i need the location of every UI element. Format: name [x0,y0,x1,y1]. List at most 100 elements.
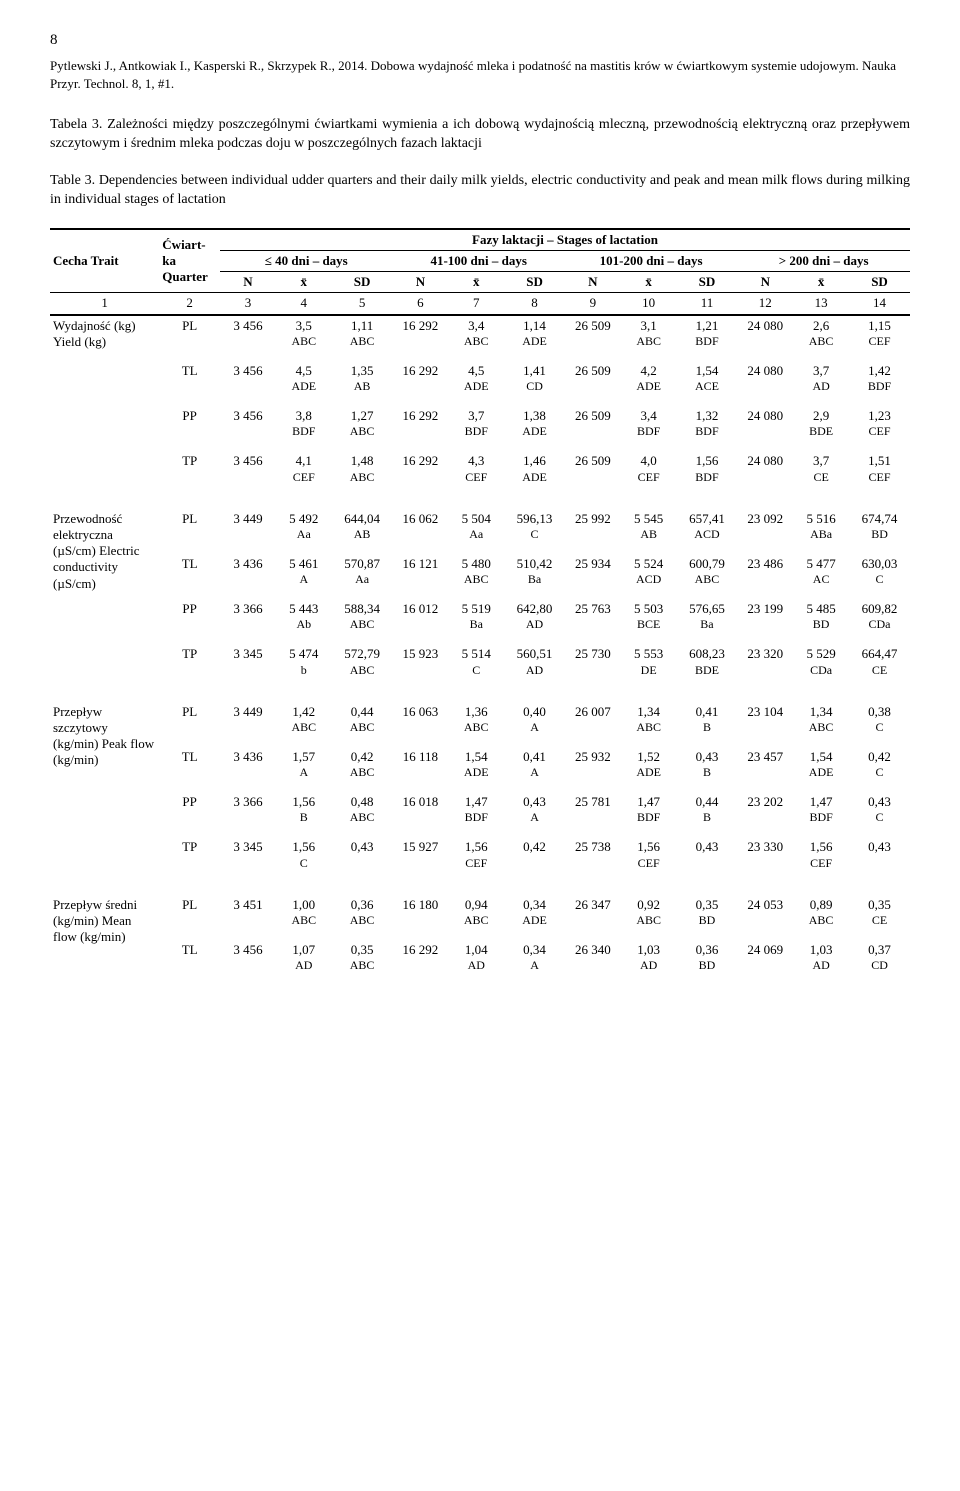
data-cell: 0,35ABC [332,940,393,975]
head-N: N [392,272,448,293]
data-cell: 3,7BDF [448,406,504,441]
data-cell: 3 366 [220,792,276,827]
head-g3: 101-200 dni – days [565,250,737,271]
data-cell: 16 180 [392,895,448,930]
trait-label: Wydajność (kg) Yield (kg) [50,315,159,487]
quarter-cell: PL [159,895,220,930]
data-cell: 23 092 [737,509,793,544]
data-cell: 16 292 [392,940,448,975]
data-cell: 3 456 [220,406,276,441]
data-cell: 600,79ABC [677,554,738,589]
data-cell: 1,07AD [276,940,332,975]
data-cell: 3,4ABC [448,315,504,351]
data-cell: 25 992 [565,509,621,544]
data-cell: 16 292 [392,361,448,396]
data-cell: 0,38C [849,702,910,737]
data-cell: 1,00ABC [276,895,332,930]
data-cell: 26 509 [565,406,621,441]
data-cell: 1,48ABC [332,451,393,486]
data-cell: 4,0CEF [621,451,677,486]
data-cell: 0,92ABC [621,895,677,930]
table-row: PP3 3665 443Ab588,34ABC16 0125 519Ba642,… [50,599,910,634]
data-cell: 0,44ABC [332,702,393,737]
data-cell: 2,9BDE [793,406,849,441]
data-cell: 5 553DE [621,644,677,679]
data-cell: 1,23CEF [849,406,910,441]
data-cell: 0,43 [849,837,910,872]
data-cell: 0,94ABC [448,895,504,930]
data-cell: 1,03AD [793,940,849,975]
data-cell: 588,34ABC [332,599,393,634]
data-cell: 25 934 [565,554,621,589]
data-cell: 24 080 [737,315,793,351]
data-cell: 644,04AB [332,509,393,544]
data-cell: 1,32BDF [677,406,738,441]
data-cell: 1,42ABC [276,702,332,737]
col-number: 10 [621,293,677,315]
data-cell: 3 436 [220,747,276,782]
data-cell: 1,27ABC [332,406,393,441]
data-cell: 1,46ADE [504,451,565,486]
table-row: TP3 4564,1CEF1,48ABC16 2924,3CEF1,46ADE2… [50,451,910,486]
data-cell: 26 509 [565,361,621,396]
col-number: 1 [50,293,159,315]
quarter-cell: PP [159,406,220,441]
col-number: 13 [793,293,849,315]
data-cell: 16 121 [392,554,448,589]
head-xbar: x̄ [621,272,677,293]
col-number: 11 [677,293,738,315]
data-cell: 1,04AD [448,940,504,975]
data-cell: 1,56BDF [677,451,738,486]
table-row: PP3 3661,56B0,48ABC16 0181,47BDF0,43A25 … [50,792,910,827]
data-cell: 0,43 [332,837,393,872]
head-SD: SD [504,272,565,293]
table-row: TL3 4365 461A570,87Aa16 1215 480ABC510,4… [50,554,910,589]
data-cell: 24 080 [737,451,793,486]
data-cell: 3,7AD [793,361,849,396]
quarter-cell: TL [159,361,220,396]
data-cell: 560,51AD [504,644,565,679]
head-SD: SD [677,272,738,293]
head-SD: SD [332,272,393,293]
data-cell: 1,56CEF [621,837,677,872]
data-cell: 2,6ABC [793,315,849,351]
citation-text: Pytlewski J., Antkowiak I., Kasperski R.… [50,57,910,92]
quarter-cell: PP [159,792,220,827]
data-cell: 15 927 [392,837,448,872]
data-cell: 3 345 [220,644,276,679]
data-cell: 3 345 [220,837,276,872]
head-SD: SD [849,272,910,293]
data-cell: 23 202 [737,792,793,827]
data-cell: 1,35AB [332,361,393,396]
data-cell: 25 932 [565,747,621,782]
data-cell: 3,8BDF [276,406,332,441]
data-cell: 0,42 [504,837,565,872]
data-cell: 0,43C [849,792,910,827]
data-cell: 1,38ADE [504,406,565,441]
data-cell: 3 456 [220,451,276,486]
quarter-cell: PL [159,702,220,737]
data-cell: 1,03AD [621,940,677,975]
quarter-cell: TL [159,554,220,589]
table-row: Przewodność elektryczna (µS/cm) Electric… [50,509,910,544]
data-cell: 664,47CE [849,644,910,679]
data-cell: 1,41CD [504,361,565,396]
data-cell: 16 018 [392,792,448,827]
data-cell: 3 449 [220,702,276,737]
data-cell: 5 480ABC [448,554,504,589]
data-cell: 3,4BDF [621,406,677,441]
head-N: N [565,272,621,293]
head-N: N [737,272,793,293]
head-g2: 41-100 dni – days [392,250,564,271]
data-cell: 674,74BD [849,509,910,544]
data-cell: 3 456 [220,940,276,975]
data-cell: 1,42BDF [849,361,910,396]
data-cell: 572,79ABC [332,644,393,679]
data-cell: 0,89ABC [793,895,849,930]
data-cell: 5 474b [276,644,332,679]
data-cell: 1,54ACE [677,361,738,396]
table-caption-en: Table 3. Dependencies between individual… [50,172,910,210]
data-cell: 1,56B [276,792,332,827]
data-cell: 1,51CEF [849,451,910,486]
data-cell: 0,44B [677,792,738,827]
